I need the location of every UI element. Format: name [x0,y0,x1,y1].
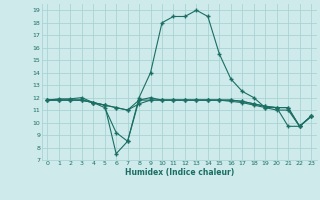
X-axis label: Humidex (Indice chaleur): Humidex (Indice chaleur) [124,168,234,177]
